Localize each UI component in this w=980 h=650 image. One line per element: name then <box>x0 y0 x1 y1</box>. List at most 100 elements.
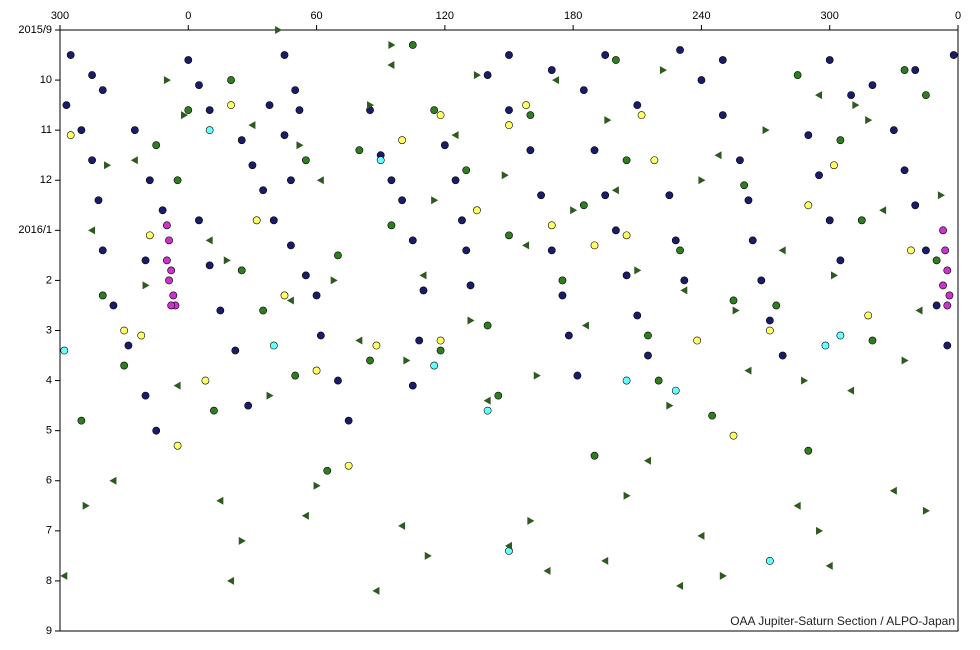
point <box>280 291 289 300</box>
point <box>911 201 920 210</box>
point <box>643 456 651 465</box>
point <box>216 306 225 315</box>
point <box>467 316 475 325</box>
point <box>793 71 802 79</box>
point <box>223 256 231 265</box>
point <box>408 236 417 245</box>
point <box>419 286 428 295</box>
point <box>637 111 646 120</box>
point <box>334 251 342 260</box>
point <box>830 161 838 170</box>
x-tick-label: 60 <box>310 10 322 22</box>
point <box>88 71 96 79</box>
point <box>778 351 787 360</box>
point <box>210 406 218 415</box>
point <box>244 401 253 410</box>
point <box>825 56 834 64</box>
point <box>505 231 513 240</box>
marks <box>60 26 958 595</box>
point <box>505 541 512 550</box>
point <box>793 501 801 510</box>
point <box>932 256 941 265</box>
point <box>505 121 513 130</box>
point <box>676 581 684 590</box>
point <box>88 226 96 235</box>
point <box>748 236 757 245</box>
point <box>505 51 513 59</box>
point <box>901 356 909 365</box>
point <box>634 266 642 275</box>
point <box>205 236 213 245</box>
point <box>398 136 406 145</box>
point <box>943 301 952 310</box>
point <box>372 341 381 350</box>
point <box>419 271 427 280</box>
point <box>436 336 445 345</box>
point <box>911 66 920 74</box>
point <box>744 196 753 205</box>
point <box>590 146 599 155</box>
point <box>280 131 289 140</box>
point <box>526 146 535 155</box>
point <box>601 556 609 565</box>
point <box>473 71 481 80</box>
point <box>494 391 503 400</box>
point <box>483 396 491 405</box>
point <box>579 86 588 94</box>
point <box>141 256 150 265</box>
point <box>558 276 567 285</box>
point <box>573 371 582 380</box>
point <box>671 386 680 395</box>
point <box>537 191 545 200</box>
point <box>205 126 214 135</box>
point <box>830 271 838 280</box>
point <box>163 76 171 85</box>
point <box>889 486 897 495</box>
point <box>173 381 181 390</box>
point <box>644 331 652 340</box>
point <box>581 321 589 330</box>
point <box>259 186 268 195</box>
point <box>907 246 915 255</box>
point <box>145 231 154 240</box>
point <box>676 246 684 255</box>
point <box>181 111 189 120</box>
point <box>269 216 278 225</box>
point <box>732 306 740 315</box>
point <box>547 66 556 74</box>
point <box>82 501 90 510</box>
point <box>430 361 439 370</box>
point <box>533 371 541 380</box>
point <box>466 281 475 290</box>
point <box>287 241 295 250</box>
point <box>804 201 813 210</box>
y-tick-label: 2016/1 <box>18 224 52 236</box>
point <box>708 411 717 420</box>
point <box>344 416 353 425</box>
point <box>836 136 845 145</box>
point <box>252 216 261 225</box>
y-tick-label: 10 <box>40 74 52 86</box>
x-tick-label: 300 <box>821 10 839 22</box>
point <box>922 506 930 515</box>
y-tick-label: 5 <box>46 425 52 437</box>
point <box>483 321 492 330</box>
credit: OAA Jupiter-Saturn Section / ALPO-Japan <box>730 614 955 628</box>
y-tick-label: 8 <box>46 575 52 587</box>
point <box>259 306 268 315</box>
point <box>922 246 930 255</box>
point <box>266 391 274 400</box>
point <box>424 551 432 560</box>
point <box>167 301 176 310</box>
point <box>868 336 877 345</box>
point <box>165 236 173 245</box>
point <box>601 51 610 59</box>
point <box>941 246 950 255</box>
point <box>124 341 133 350</box>
point <box>718 56 727 64</box>
point <box>195 216 203 225</box>
point <box>501 171 509 180</box>
point <box>552 76 560 85</box>
point <box>697 531 705 540</box>
